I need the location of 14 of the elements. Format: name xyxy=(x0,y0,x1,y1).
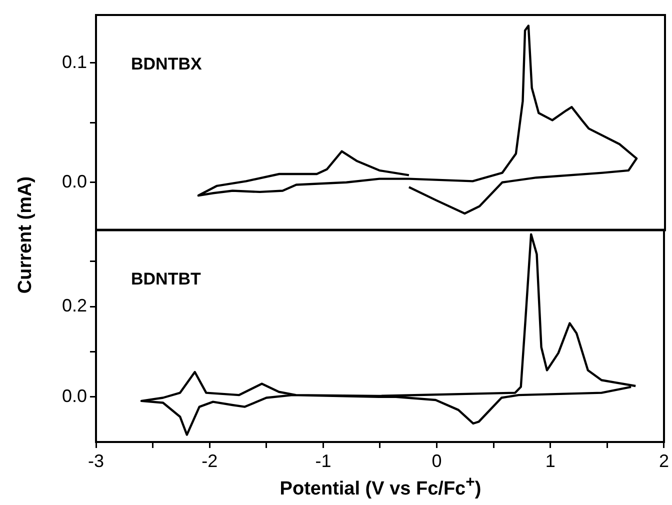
x-tick-label: 0 xyxy=(432,450,442,471)
y-tick-label: 0.0 xyxy=(62,386,87,406)
annotation: BDNTBT xyxy=(131,269,202,288)
y-tick-label: 0.2 xyxy=(62,296,87,316)
x-tick-label: -3 xyxy=(88,450,104,471)
x-tick-label: -1 xyxy=(315,450,332,471)
y-tick-label: 0.0 xyxy=(62,171,87,192)
x-tick-label: -2 xyxy=(202,450,218,471)
x-tick-label: 2 xyxy=(658,450,669,471)
y-tick-label: 0.1 xyxy=(62,52,87,72)
annotation: BDNTBX xyxy=(131,54,202,74)
y-axis-title: Current (mA) xyxy=(15,176,37,294)
x-axis-title: Potential (V vs Fc/Fc$^{+}$) xyxy=(278,474,482,500)
x-tick-label: 1 xyxy=(545,450,556,471)
